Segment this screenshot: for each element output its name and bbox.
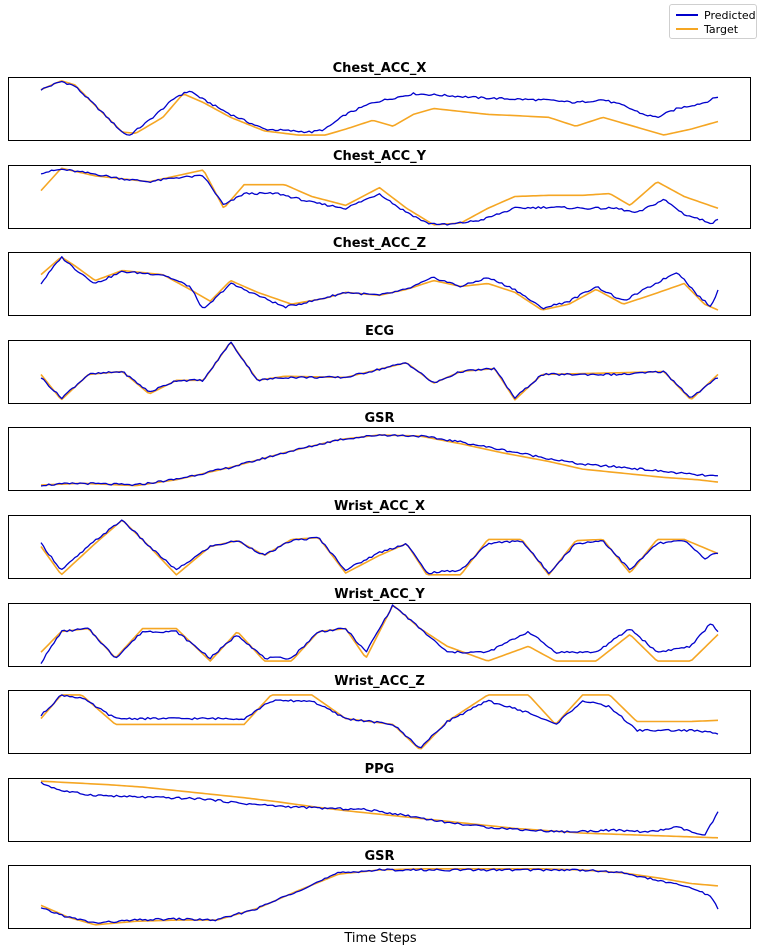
legend-predicted-swatch	[676, 14, 698, 16]
subplot-frame	[8, 778, 751, 842]
subplot-frame	[8, 252, 751, 316]
subplot-5: GSR	[8, 411, 751, 491]
target-series-line	[40, 80, 719, 136]
legend-entry-target: Target	[676, 22, 738, 36]
subplot-frame	[8, 865, 751, 929]
subplot-3: Chest_ACC_Z	[8, 236, 751, 316]
subplot-title: GSR	[364, 411, 394, 426]
predicted-series-line	[40, 80, 719, 136]
subplot-8: Wrist_ACC_Z	[8, 674, 751, 754]
subplot-title: Wrist_ACC_X	[334, 499, 425, 514]
predicted-series-line	[40, 341, 719, 400]
legend: Predicted Target	[669, 4, 757, 39]
predicted-series-line	[40, 604, 719, 664]
predicted-series-line	[40, 434, 719, 487]
subplot-title: Chest_ACC_Z	[333, 236, 426, 251]
target-series-line	[40, 434, 719, 487]
subplot-title: Chest_ACC_Y	[333, 149, 427, 164]
target-series-line	[40, 167, 719, 226]
subplot-frame	[8, 165, 751, 229]
legend-target-label: Target	[704, 22, 739, 36]
subplot-frame	[8, 340, 751, 404]
legend-target-swatch	[676, 28, 698, 30]
subplot-4: ECG	[8, 324, 751, 404]
subplot-frame	[8, 427, 751, 491]
subplot-10: GSR	[8, 849, 751, 929]
predicted-series-line	[40, 519, 719, 575]
subplot-title: PPG	[365, 762, 395, 777]
subplot-title: Wrist_ACC_Y	[334, 587, 425, 602]
target-series-line	[40, 256, 719, 311]
subplot-frame	[8, 690, 751, 754]
subplot-title: ECG	[365, 324, 394, 339]
predicted-series-line	[40, 256, 719, 310]
target-series-line	[40, 867, 719, 926]
subplot-title: Wrist_ACC_Z	[334, 674, 425, 689]
subplot-title: Chest_ACC_X	[333, 61, 427, 76]
subplot-1: Chest_ACC_X	[8, 61, 751, 141]
subplot-frame	[8, 515, 751, 579]
subplot-frame	[8, 603, 751, 667]
subplot-6: Wrist_ACC_X	[8, 499, 751, 579]
subplot-frame	[8, 77, 751, 141]
subplot-9: PPG	[8, 762, 751, 842]
predicted-series-line	[40, 781, 719, 836]
legend-entry-predicted: Predicted	[676, 8, 756, 22]
predicted-series-line	[40, 694, 719, 749]
subplot-2: Chest_ACC_Y	[8, 149, 751, 229]
x-axis-label: Time Steps	[344, 931, 417, 946]
subplot-title: GSR	[364, 849, 394, 864]
predicted-series-line	[40, 168, 719, 226]
predicted-series-line	[40, 868, 719, 924]
target-series-line	[40, 605, 719, 662]
target-series-line	[40, 780, 719, 839]
subplot-7: Wrist_ACC_Y	[8, 587, 751, 667]
target-series-line	[40, 341, 719, 401]
legend-predicted-label: Predicted	[704, 8, 756, 22]
target-series-line	[40, 519, 719, 576]
